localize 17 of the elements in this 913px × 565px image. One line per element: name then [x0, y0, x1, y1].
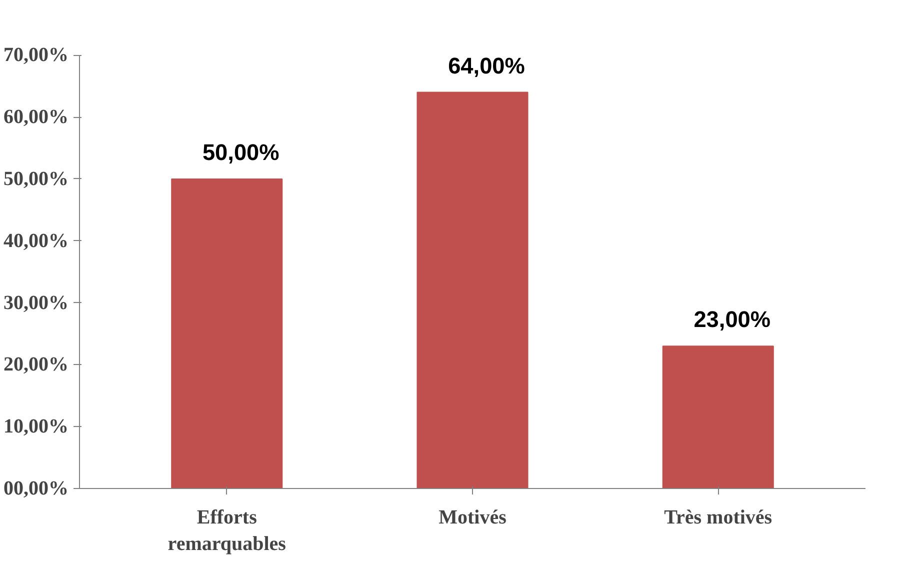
x-tick-label: Motivés	[438, 506, 507, 528]
bar	[662, 346, 774, 488]
data-label: 50,00%	[202, 138, 280, 165]
y-tick-label: 60,00%	[4, 106, 68, 128]
y-tick-label: 00,00%	[4, 478, 68, 500]
x-tick-label: Très motivés	[664, 506, 772, 528]
data-label: 64,00%	[448, 52, 525, 78]
y-tick-label: 40,00%	[4, 230, 68, 252]
y-tick-label: 70,00%	[4, 44, 68, 66]
y-tick-label: 20,00%	[4, 354, 68, 376]
y-tick-label: 50,00%	[4, 168, 68, 190]
y-tick-label: 30,00%	[4, 292, 68, 314]
y-tick-label: 10,00%	[4, 416, 68, 438]
bar	[171, 178, 283, 488]
data-label: 23,00%	[694, 306, 771, 332]
x-tick-label: Efforts remarquables	[168, 506, 286, 555]
bar	[416, 92, 528, 488]
